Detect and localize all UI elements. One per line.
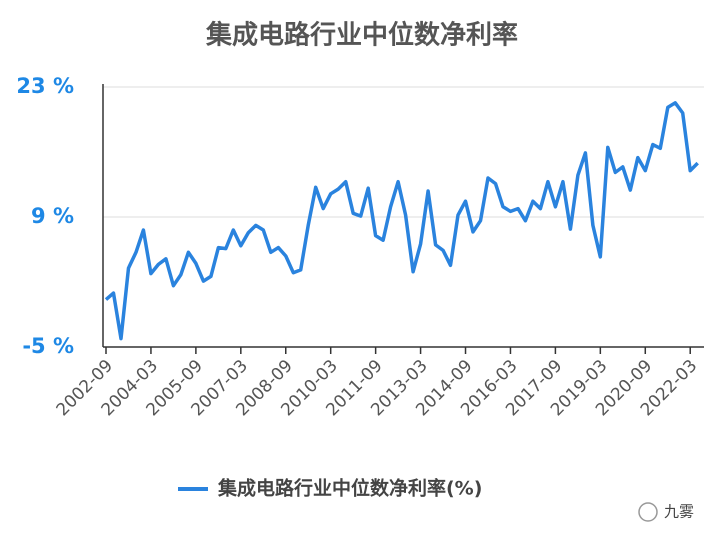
watermark: 九雾 (638, 502, 694, 522)
chart-title: 集成电路行业中位数净利率 (205, 20, 518, 51)
y-tick-label: -5 % (22, 334, 74, 358)
data-line (104, 101, 699, 341)
y-tick-label: 9 % (31, 204, 74, 228)
legend-label: 集成电路行业中位数净利率(%) (217, 477, 482, 500)
watermark-icon (638, 502, 658, 522)
y-tick-label: 23 % (16, 74, 74, 98)
watermark-text: 九雾 (664, 503, 694, 521)
